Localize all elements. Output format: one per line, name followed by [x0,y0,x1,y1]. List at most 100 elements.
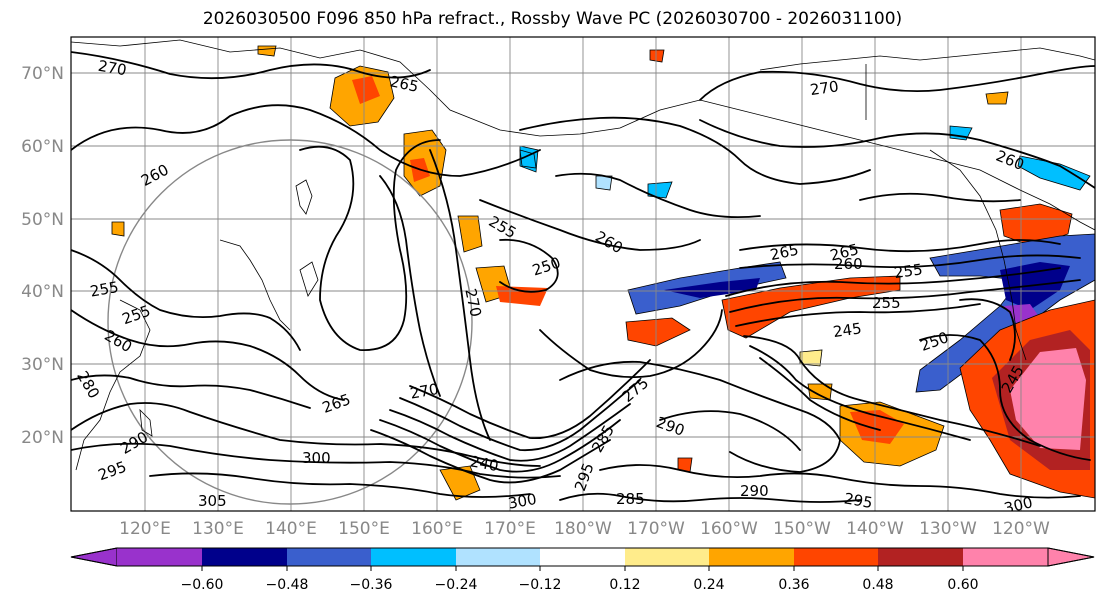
shade-patch [257,45,277,57]
colorbar-segment [117,548,202,566]
colorbar-min-extension [70,547,118,567]
contour-line [725,267,1061,297]
coastline [929,149,1027,361]
contour-line [559,360,841,473]
lon-tick-label: 130°W [919,519,977,539]
shade-patch [595,175,613,191]
contour-line [519,116,871,185]
colorbar-segment [625,548,709,566]
contour-label: 240 [469,452,500,475]
colorbar-max-extension [1047,547,1095,567]
lon-tick-label: 120°E [119,519,171,539]
lat-tick-label: 40°N [21,282,64,302]
colorbar-segment [540,548,625,566]
lon-tick-label: 160°E [411,519,463,539]
contour-label: 300 [302,449,331,467]
shade-patch [352,76,380,104]
coastline [219,239,291,331]
colorbar-segment [456,548,540,566]
contour-line [370,429,611,484]
colorbar-segment [202,548,287,566]
colorbar-segment [963,548,1048,566]
contour-line [299,139,441,351]
contour-label: 265 [388,72,420,96]
contour-line [71,51,431,80]
lon-tick-label: 160°W [700,519,758,539]
contour-line [759,357,881,431]
contour-label: 300 [507,490,538,513]
contour-line [919,334,1091,461]
graticule [71,37,1095,511]
contour-line [739,239,1061,253]
colorbar-segment [371,548,456,566]
contour-label: 305 [198,492,227,510]
lat-tick-label: 30°N [21,355,64,375]
contour-line [559,492,861,503]
shade-patch [647,181,673,199]
contour-label: 300 [1002,493,1034,517]
coastline [295,179,313,215]
contour-line [379,419,621,473]
contour-line [409,359,651,440]
shade-patch [1017,155,1091,191]
coastline [139,408,153,437]
colorbar-tick-label: 0.24 [693,577,724,593]
coastline [71,39,1095,231]
contour-line [499,238,559,293]
contour-line [539,309,723,379]
contour-layer [71,51,1095,503]
colorbar: −0.60 −0.48 −0.36 −0.24 −0.12 0.12 0.24 … [70,547,1095,593]
colorbar-tick-label: −0.12 [519,577,562,593]
contour-line [71,374,311,409]
lat-tick-label: 50°N [21,210,64,230]
lat-axis: 70°N 60°N 50°N 40°N 30°N 20°N [21,64,64,448]
contour-line [71,249,301,351]
lon-tick-label: 130°E [192,519,244,539]
contour-label: 255 [872,294,901,312]
lat-tick-label: 60°N [21,137,64,157]
lon-tick-label: 170°W [627,519,685,539]
lon-tick-label: 140°W [846,519,904,539]
shade-patch [649,49,665,63]
contour-line [743,335,1041,447]
colorbar-segment [878,548,963,566]
contour-label: 290 [740,482,769,500]
coastline [299,261,319,297]
contour-label: 270 [809,77,840,99]
lon-tick-label: 150°E [338,519,390,539]
lon-tick-label: 180°W [554,519,612,539]
contour-label: 270 [97,57,128,80]
contour-line [71,104,541,177]
colorbar-tick-label: 0.36 [778,577,809,593]
contour-line [399,379,641,452]
shading-layer [111,45,1095,501]
contour-line [379,175,441,397]
coastline [75,299,151,471]
lon-tick-label: 170°E [484,519,536,539]
contour-label: 245 [832,319,863,341]
map-title: 2026030500 F096 850 hPa refract., Rossby… [202,9,903,29]
coastline [519,149,537,169]
contour-line [71,402,541,467]
contour-line [739,254,1081,269]
lon-tick-label: 150°W [773,519,831,539]
colorbar-tick-label: 0.48 [862,577,893,593]
contour-line [149,472,531,498]
contour-line [71,442,561,479]
map-frame [70,36,1096,512]
coastline-layer [71,39,1095,471]
contour-line [659,410,801,451]
colorbar-tick-label: −0.48 [266,577,309,593]
contour-line [859,192,1021,203]
contour-line [555,172,761,219]
lon-tick-label: 140°E [265,519,317,539]
colorbar-tick-label: −0.60 [181,577,224,593]
contour-label: 255 [893,260,924,282]
shade-patch [999,203,1073,247]
coastline [759,47,1095,71]
contour-line [429,149,491,441]
lon-tick-label: 120°W [992,519,1050,539]
contour-line [749,345,971,441]
shade-patch [664,278,760,298]
colorbar-segment [287,548,371,566]
